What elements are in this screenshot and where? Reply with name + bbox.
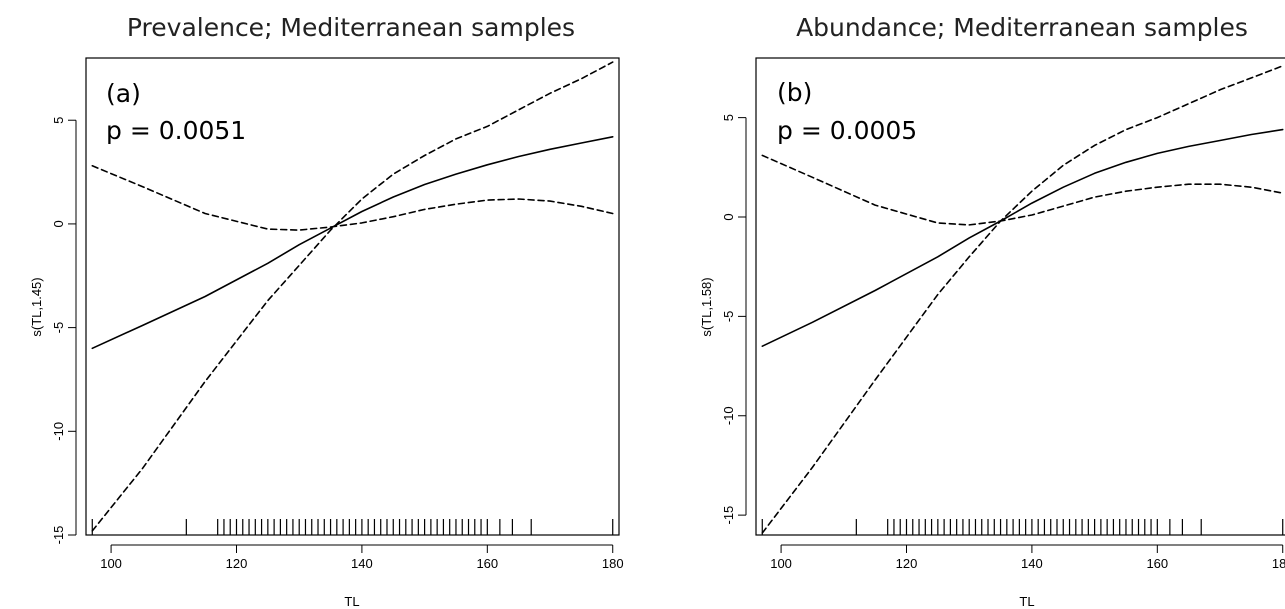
y-tick-label: -5 [721,311,736,323]
x-tick-label: 100 [770,556,792,571]
x-tick-label: 160 [1146,556,1168,571]
x-ticks: 100 120 140 160 180 [770,544,1285,571]
confidence-band-line [91,61,614,532]
series-lines [91,61,614,532]
plot-frame [85,57,620,536]
y-tick-label: -5 [51,322,66,334]
x-ticks: 100 120 140 160 180 [100,544,624,571]
confidence-band-line [761,154,1284,226]
p-value-annotation: p = 0.0051 [106,116,246,145]
y-tick-label: 5 [721,114,736,121]
panel-label: (a) [106,79,141,108]
y-tick-label: 5 [51,117,66,124]
x-tick-label: 100 [100,556,122,571]
x-tick-label: 160 [476,556,498,571]
chart-panel-b: Abundance; Mediterranean samples (b) p =… [699,13,1285,609]
x-tick-label: 180 [602,556,624,571]
y-ticks: -15 -10 -5 0 5 [721,114,747,525]
fit-line [761,128,1284,348]
y-ticks: -15 -10 -5 0 5 [51,117,77,545]
x-tick-label: 120 [226,556,248,571]
x-tick-label: 180 [1272,556,1285,571]
chart-title: Prevalence; Mediterranean samples [127,13,575,42]
rug-marks [761,519,1284,535]
y-tick-label: -10 [721,406,736,425]
plot-frame [755,57,1285,536]
rug-marks [91,519,614,535]
y-tick-label: 0 [721,213,736,220]
confidence-band-line [761,65,1284,534]
y-tick-label: -15 [721,506,736,525]
y-axis-label: s(TL,1.45) [29,277,44,336]
series-lines [761,65,1284,534]
y-tick-label: -15 [51,526,66,545]
panel-label: (b) [777,78,812,107]
y-axis-label: s(TL,1.58) [699,277,714,336]
x-tick-label: 120 [896,556,918,571]
y-tick-label: 0 [51,220,66,227]
fit-line [91,136,614,350]
x-axis-label: TL [344,594,359,609]
x-tick-label: 140 [1021,556,1043,571]
p-value-annotation: p = 0.0005 [777,116,917,145]
y-tick-label: -10 [51,422,66,441]
chart-panel-a: Prevalence; Mediterranean samples (a) p … [29,13,624,609]
x-axis-label: TL [1019,594,1034,609]
confidence-band-line [91,165,614,231]
chart-title: Abundance; Mediterranean samples [796,13,1248,42]
x-tick-label: 140 [351,556,373,571]
